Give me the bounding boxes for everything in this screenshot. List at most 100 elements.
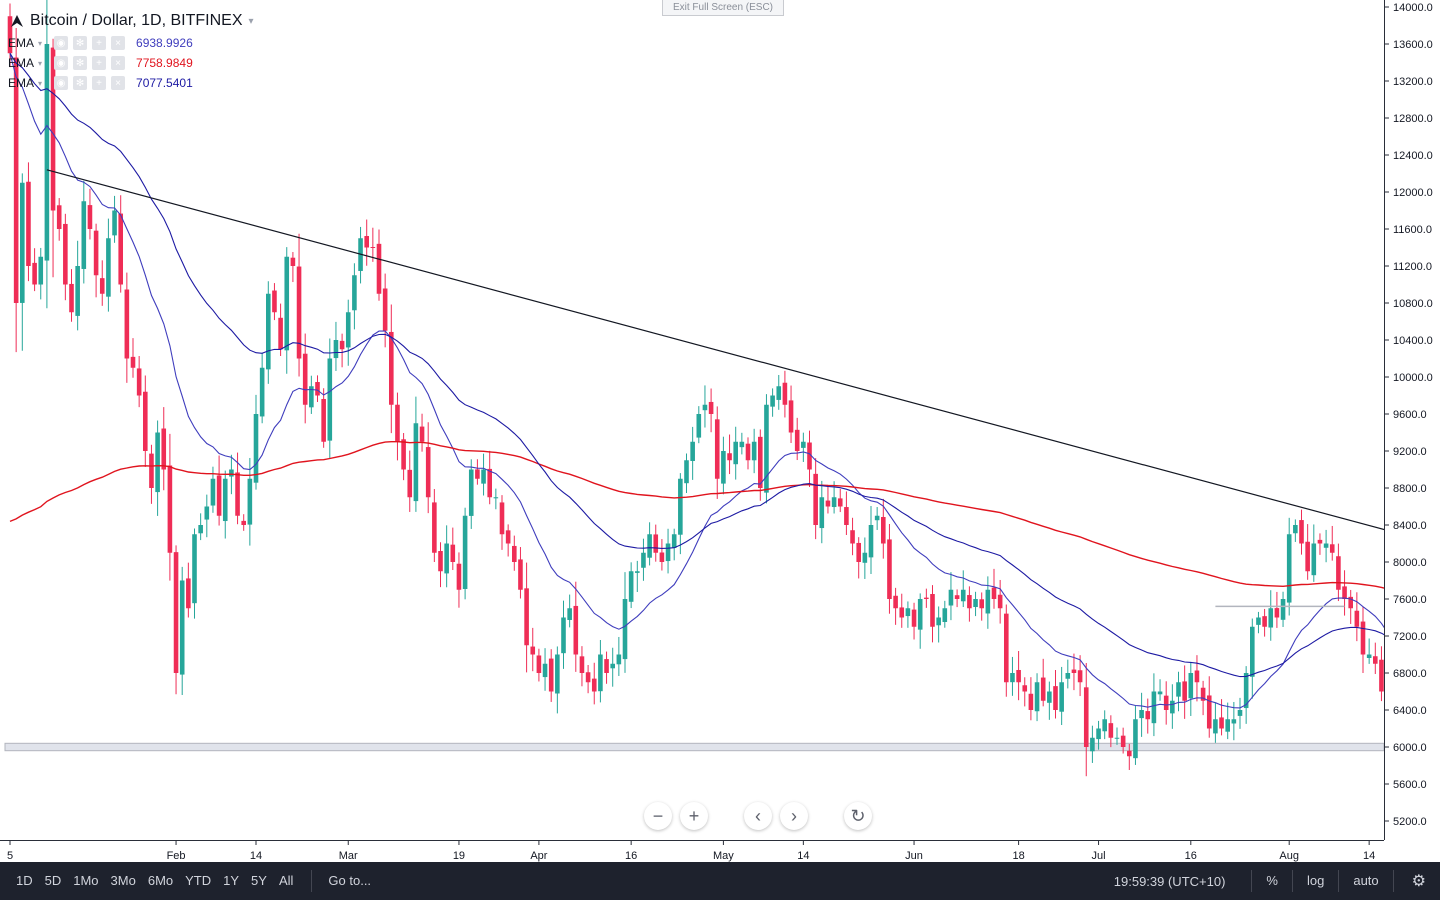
range-button-1mo[interactable]: 1Mo xyxy=(73,873,99,888)
eye-icon[interactable]: ◉ xyxy=(54,36,69,50)
candle xyxy=(524,562,529,673)
candle xyxy=(222,470,228,539)
log-scale-toggle[interactable]: log xyxy=(1306,873,1325,888)
candle-body xyxy=(481,469,486,484)
plus-icon[interactable]: + xyxy=(92,56,107,70)
gear-icon[interactable]: ⚙ xyxy=(1411,873,1426,890)
goto-date-button[interactable]: Go to... xyxy=(328,873,372,888)
percent-scale-toggle[interactable]: % xyxy=(1266,873,1278,888)
range-button-6mo[interactable]: 6Mo xyxy=(147,873,174,888)
candle xyxy=(1004,604,1009,697)
candle xyxy=(1336,543,1341,602)
candle-body xyxy=(235,472,240,516)
candle xyxy=(856,537,861,579)
candle-body xyxy=(432,502,437,553)
range-button-1y[interactable]: 1Y xyxy=(223,873,240,888)
candle-body xyxy=(1016,669,1021,683)
candle-body xyxy=(979,599,984,609)
candle-body xyxy=(782,382,788,405)
ema-legend-row[interactable]: EMA ▾ ◉ ✻ + × 7077.5401 xyxy=(8,75,193,91)
gear-icon[interactable]: ✻ xyxy=(73,76,88,90)
eye-icon[interactable]: ◉ xyxy=(54,56,69,70)
candle-body xyxy=(302,353,308,405)
scroll-right-button[interactable]: › xyxy=(780,802,808,830)
candle xyxy=(1047,681,1052,720)
ema-legend-row[interactable]: EMA ▾ ◉ ✻ + × 6938.9926 xyxy=(8,35,193,51)
exit-fullscreen-button[interactable]: Exit Full Screen (ESC) xyxy=(662,0,784,16)
ema-legend-row[interactable]: EMA ▾ ◉ ✻ + × 7758.9849 xyxy=(8,55,193,71)
symbol-title[interactable]: Bitcoin / Dollar, 1D, BITFINEX ▾ xyxy=(10,12,254,30)
candle-body xyxy=(1342,586,1347,599)
plus-icon[interactable]: + xyxy=(92,36,107,50)
candle xyxy=(462,507,468,600)
candle-body xyxy=(1250,626,1255,677)
candle-body xyxy=(960,589,966,602)
candle-body xyxy=(690,441,695,461)
candle xyxy=(561,600,566,669)
chevron-down-icon[interactable]: ▾ xyxy=(38,78,43,88)
candle-body xyxy=(167,465,173,553)
zoom-out-button[interactable]: − xyxy=(644,802,672,830)
candle-body xyxy=(198,525,203,534)
candle-body xyxy=(739,441,745,448)
close-icon[interactable]: × xyxy=(111,56,126,70)
chevron-down-icon[interactable]: ▾ xyxy=(248,15,254,27)
auto-scale-toggle[interactable]: auto xyxy=(1353,873,1379,888)
candle-body xyxy=(1133,719,1138,759)
reset-chart-button[interactable]: ↻ xyxy=(844,802,872,830)
candle-body xyxy=(764,404,769,493)
price-tick-label: 10400.0 xyxy=(1393,335,1433,347)
candle xyxy=(481,453,486,496)
candle-body xyxy=(1286,534,1292,603)
time-tick-label: 14 xyxy=(797,850,809,862)
candle-body xyxy=(1188,673,1194,699)
candle-body xyxy=(290,257,296,266)
ema-value: 6938.9926 xyxy=(136,36,193,50)
candle-body xyxy=(788,400,794,433)
candle xyxy=(714,406,720,499)
candle xyxy=(309,375,314,414)
zoom-in-button[interactable]: + xyxy=(680,802,708,830)
scroll-left-button[interactable]: ‹ xyxy=(744,802,772,830)
candle-body xyxy=(598,654,603,692)
range-button-ytd[interactable]: YTD xyxy=(185,873,212,888)
candle-body xyxy=(585,672,591,683)
candle xyxy=(708,388,714,433)
gear-icon[interactable]: ✻ xyxy=(73,56,88,70)
candle-body xyxy=(1293,525,1298,534)
range-button-all[interactable]: All xyxy=(278,873,294,888)
range-button-1d[interactable]: 1D xyxy=(16,873,33,888)
chevron-down-icon[interactable]: ▾ xyxy=(38,58,43,68)
eye-icon[interactable]: ◉ xyxy=(54,76,69,90)
candle-body xyxy=(1317,539,1323,544)
range-button-3mo[interactable]: 3Mo xyxy=(110,873,136,888)
close-icon[interactable]: × xyxy=(111,36,126,50)
candle-body xyxy=(997,594,1003,609)
candle-body xyxy=(321,398,326,442)
candle xyxy=(1243,666,1249,724)
candle xyxy=(1311,524,1317,582)
candle xyxy=(296,233,302,377)
gear-icon[interactable]: ✻ xyxy=(73,36,88,50)
close-icon[interactable]: × xyxy=(111,76,126,90)
clock-readout[interactable]: 19:59:39 (UTC+10) xyxy=(1113,873,1226,889)
chart-area[interactable]: 14000.0 13600.0 13200.0 12800.0 12400.0 12000… xyxy=(0,0,1440,862)
candle-body xyxy=(296,266,302,359)
candle-body xyxy=(327,358,333,441)
candle xyxy=(887,524,892,614)
candle-body xyxy=(837,498,843,507)
candle xyxy=(352,263,357,330)
range-button-5d[interactable]: 5D xyxy=(44,873,62,888)
candle-body xyxy=(924,597,929,599)
plus-icon[interactable]: + xyxy=(92,76,107,90)
chevron-down-icon[interactable]: ▾ xyxy=(38,38,43,48)
candle-body xyxy=(1157,691,1163,695)
candle-body xyxy=(1010,673,1015,683)
candle-body xyxy=(1127,750,1132,757)
candle xyxy=(56,198,62,241)
price-chart[interactable]: 14000.0 13600.0 13200.0 12800.0 12400.0 12000… xyxy=(0,0,1440,862)
range-button-5y[interactable]: 5Y xyxy=(251,873,267,888)
candle-body xyxy=(1077,670,1083,683)
candle xyxy=(235,452,240,525)
candle xyxy=(143,375,148,467)
